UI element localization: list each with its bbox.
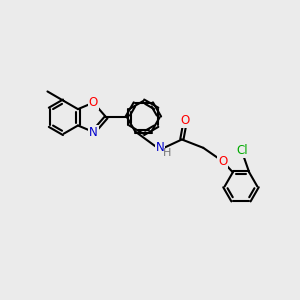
Text: N: N [89, 125, 98, 139]
Text: O: O [181, 114, 190, 127]
Text: H: H [163, 148, 172, 158]
Text: O: O [89, 96, 98, 109]
Text: N: N [155, 141, 164, 154]
Text: O: O [218, 155, 227, 168]
Text: Cl: Cl [236, 144, 248, 158]
